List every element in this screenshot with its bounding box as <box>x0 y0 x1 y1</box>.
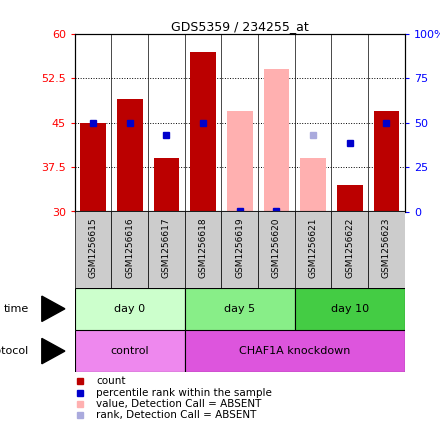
Bar <box>295 288 405 330</box>
Bar <box>331 212 368 288</box>
Text: time: time <box>4 304 29 314</box>
Bar <box>75 330 185 372</box>
Bar <box>258 34 295 212</box>
Bar <box>185 34 221 212</box>
Bar <box>148 212 185 288</box>
Bar <box>331 34 368 212</box>
Bar <box>374 111 400 212</box>
Polygon shape <box>42 338 65 364</box>
Text: protocol: protocol <box>0 346 29 356</box>
Text: value, Detection Call = ABSENT: value, Detection Call = ABSENT <box>96 399 262 409</box>
Bar <box>264 69 290 212</box>
Text: rank, Detection Call = ABSENT: rank, Detection Call = ABSENT <box>96 410 257 420</box>
Text: count: count <box>96 376 126 386</box>
Bar <box>154 158 180 212</box>
Bar <box>295 34 331 212</box>
Text: GSM1256619: GSM1256619 <box>235 217 244 278</box>
Bar <box>221 34 258 212</box>
Text: percentile rank within the sample: percentile rank within the sample <box>96 387 272 398</box>
Text: CHAF1A knockdown: CHAF1A knockdown <box>239 346 351 356</box>
Bar <box>227 111 253 212</box>
Text: GSM1256617: GSM1256617 <box>162 217 171 278</box>
Text: GSM1256623: GSM1256623 <box>382 217 391 278</box>
Text: day 5: day 5 <box>224 304 255 314</box>
Bar <box>191 52 216 212</box>
Bar <box>368 212 405 288</box>
Bar <box>75 288 185 330</box>
Bar <box>337 185 363 212</box>
Text: day 10: day 10 <box>331 304 369 314</box>
Text: GSM1256621: GSM1256621 <box>308 217 318 278</box>
Polygon shape <box>42 296 65 321</box>
Bar <box>111 212 148 288</box>
Bar <box>185 212 221 288</box>
Bar <box>368 34 405 212</box>
Bar <box>258 212 295 288</box>
Text: GSM1256622: GSM1256622 <box>345 217 354 278</box>
Bar <box>75 212 111 288</box>
Bar <box>301 158 326 212</box>
Title: GDS5359 / 234255_at: GDS5359 / 234255_at <box>171 20 309 33</box>
Bar <box>185 288 295 330</box>
Bar <box>81 123 106 212</box>
Text: GSM1256618: GSM1256618 <box>198 217 208 278</box>
Text: day 0: day 0 <box>114 304 145 314</box>
Bar <box>111 34 148 212</box>
Text: GSM1256620: GSM1256620 <box>272 217 281 278</box>
Text: control: control <box>110 346 149 356</box>
Text: GSM1256615: GSM1256615 <box>88 217 98 278</box>
Bar <box>117 99 143 212</box>
Bar <box>221 212 258 288</box>
Bar <box>75 34 111 212</box>
Text: GSM1256616: GSM1256616 <box>125 217 134 278</box>
Bar <box>148 34 185 212</box>
Bar <box>185 330 405 372</box>
Bar <box>295 212 331 288</box>
